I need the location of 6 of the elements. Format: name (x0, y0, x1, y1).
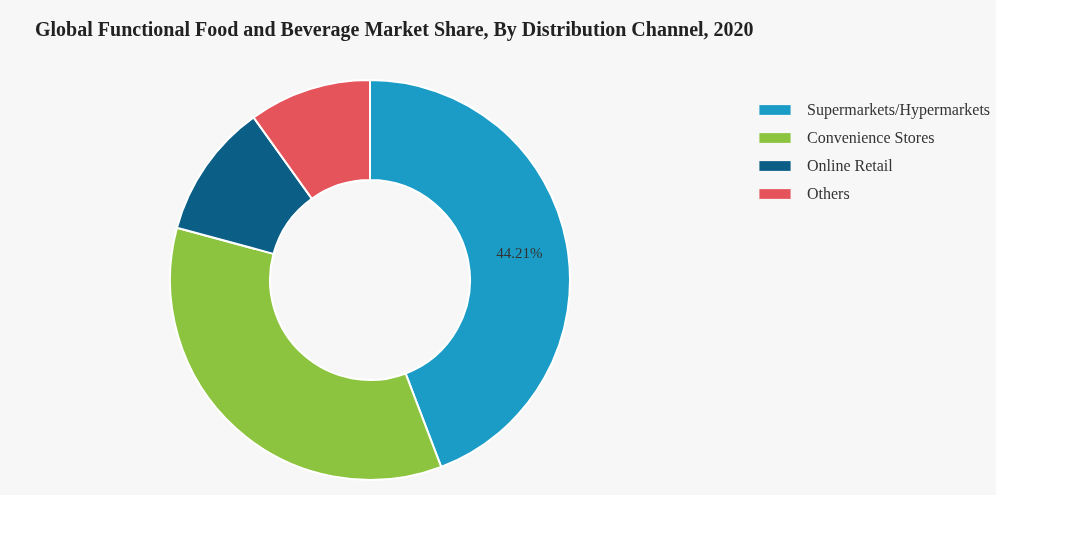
chart-title: Global Functional Food and Beverage Market Share, By Distribution Channel, 2020 (35, 18, 754, 41)
legend-label: Convenience Stores (807, 129, 935, 146)
data-label: 44.21% (496, 244, 543, 261)
legend-label: Online Retail (807, 157, 894, 174)
legend-label: Supermarkets/Hypermarkets (807, 101, 991, 119)
legend-label: Others (807, 185, 850, 202)
